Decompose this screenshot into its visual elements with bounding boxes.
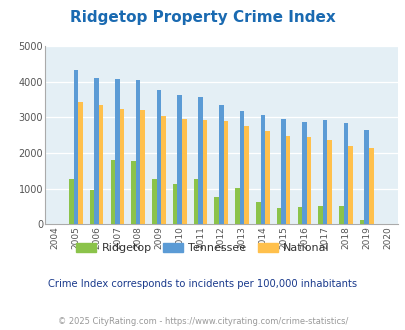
Bar <box>223 121 228 224</box>
Bar <box>110 160 115 224</box>
Bar <box>198 97 202 224</box>
Text: Ridgetop Property Crime Index: Ridgetop Property Crime Index <box>70 10 335 25</box>
Bar <box>218 105 223 224</box>
Text: © 2025 CityRating.com - https://www.cityrating.com/crime-statistics/: © 2025 CityRating.com - https://www.city… <box>58 317 347 326</box>
Bar <box>327 140 331 224</box>
Bar <box>368 148 373 224</box>
Bar <box>156 90 161 224</box>
Bar <box>285 136 290 224</box>
Bar <box>78 102 83 224</box>
Bar <box>73 70 78 224</box>
Bar <box>297 207 301 224</box>
Bar <box>338 206 343 224</box>
Bar <box>90 190 94 224</box>
Bar <box>301 122 306 224</box>
Bar <box>322 119 327 224</box>
Bar <box>173 184 177 224</box>
Bar <box>181 119 186 224</box>
Bar <box>140 110 145 224</box>
Bar <box>239 111 244 224</box>
Bar <box>69 179 73 224</box>
Bar <box>306 137 311 224</box>
Bar <box>131 161 136 224</box>
Bar <box>244 126 248 224</box>
Bar <box>214 197 218 224</box>
Bar <box>152 179 156 224</box>
Bar <box>119 109 124 224</box>
Bar <box>234 188 239 224</box>
Bar <box>359 220 364 224</box>
Bar <box>343 123 347 224</box>
Bar <box>281 119 285 224</box>
Bar <box>364 130 368 224</box>
Bar <box>115 79 119 224</box>
Bar <box>161 116 165 224</box>
Bar <box>260 115 264 224</box>
Bar <box>99 105 103 224</box>
Text: Crime Index corresponds to incidents per 100,000 inhabitants: Crime Index corresponds to incidents per… <box>48 279 357 289</box>
Bar <box>347 146 352 224</box>
Bar <box>193 179 198 224</box>
Bar <box>177 95 181 224</box>
Bar <box>264 131 269 224</box>
Bar <box>276 208 281 224</box>
Bar <box>318 206 322 224</box>
Bar <box>202 119 207 224</box>
Legend: Ridgetop, Tennessee, National: Ridgetop, Tennessee, National <box>72 238 333 257</box>
Bar <box>136 81 140 224</box>
Bar <box>255 202 260 224</box>
Bar <box>94 78 99 224</box>
